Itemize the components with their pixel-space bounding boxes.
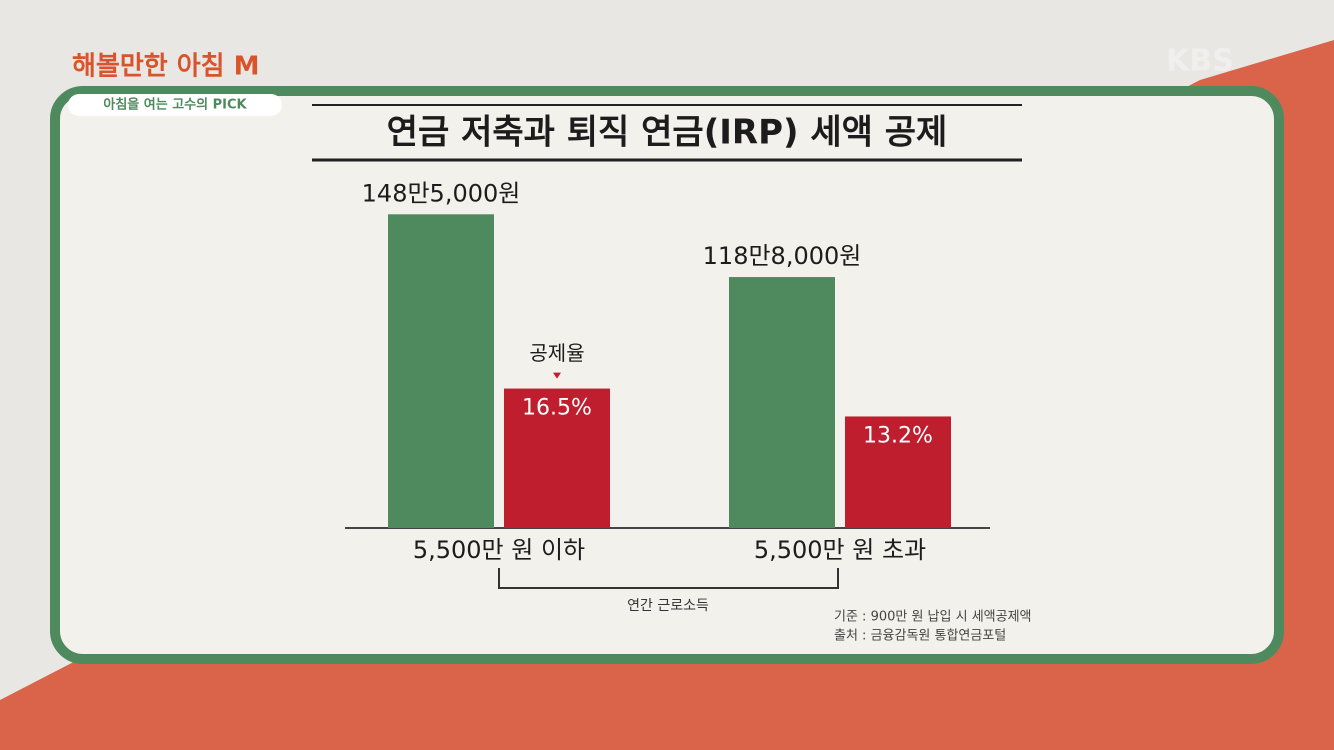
chart-title: 연금 저축과 퇴직 연금(IRP) 세액 공제 — [387, 113, 948, 153]
x-tick-label: 5,500만 원 초과 — [754, 536, 926, 564]
note: 기준 : 900만 원 납입 시 세액공제액 — [834, 610, 1032, 625]
bar — [729, 277, 835, 528]
tag: 아침을 여는 고수의 PICK — [103, 97, 247, 113]
value-label: 16.5% — [522, 396, 592, 421]
x-tick-label: 5,500만 원 이하 — [413, 536, 585, 564]
value-label: 148만5,000원 — [362, 179, 521, 207]
bracket — [498, 568, 839, 589]
annotation-arrow — [553, 372, 561, 379]
x-axis-label: 연간 근로소득 — [627, 598, 709, 614]
bar — [504, 388, 610, 528]
value-label: 13.2% — [863, 423, 933, 448]
annotation: 공제율 — [529, 341, 584, 365]
tag-pill — [68, 94, 282, 116]
value-label: 118만8,000원 — [703, 242, 862, 270]
logo: 해볼만한 아침 M — [72, 52, 260, 82]
watermark: KBS — [1166, 44, 1234, 79]
bar — [388, 214, 494, 528]
note: 출처 : 금융감독원 통합연금포털 — [834, 629, 1006, 644]
bar — [845, 416, 951, 528]
card — [50, 86, 1284, 664]
